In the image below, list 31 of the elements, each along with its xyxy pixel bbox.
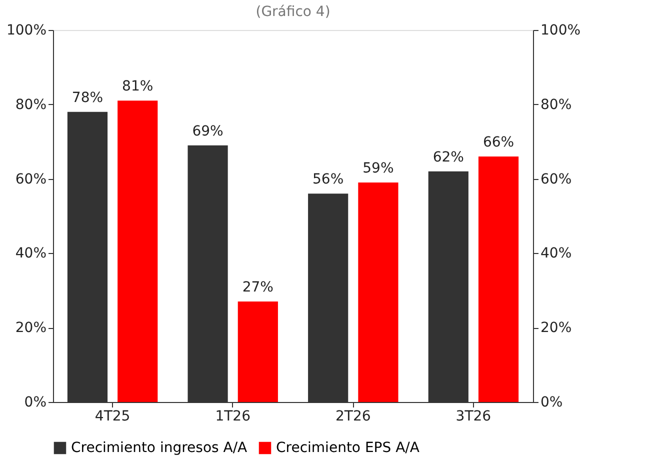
legend-label: Crecimiento ingresos A/A [71,440,248,456]
y2-tick-label: 80% [540,96,572,113]
legend-label: Crecimiento EPS A/A [276,440,420,456]
bar [238,302,278,402]
data-label: 56% [312,172,344,188]
bar [118,100,158,402]
y-tick-label: 80% [15,96,46,113]
data-label: 59% [362,160,394,177]
bar [358,182,398,402]
bar [478,156,519,402]
data-label: 78% [72,90,104,106]
data-label: 62% [432,149,464,166]
data-label: 66% [482,134,514,150]
x-tick-label: 1T26 [215,408,251,424]
y2-tick-label: 40% [540,246,572,262]
y2-tick-label: 0% [540,394,563,410]
chart-title: (Gráfico 4) [256,4,330,20]
x-tick-label: 3T26 [456,408,492,424]
y-tick-label: 60% [15,171,46,188]
data-label: 69% [192,123,224,140]
y2-tick-label: 60% [540,171,572,188]
y2-tick-label: 20% [540,320,572,336]
x-tick-label: 2T26 [336,408,371,424]
x-tick-label: 4T25 [94,408,130,424]
y-tick-label: 20% [15,320,46,336]
y-tick-label: 0% [24,394,46,410]
y2-tick-label: 100% [540,22,581,38]
data-label: 81% [122,78,154,95]
y-tick-label: 100% [6,22,46,38]
y-tick-label: 40% [15,246,46,262]
data-label: 27% [242,280,274,296]
